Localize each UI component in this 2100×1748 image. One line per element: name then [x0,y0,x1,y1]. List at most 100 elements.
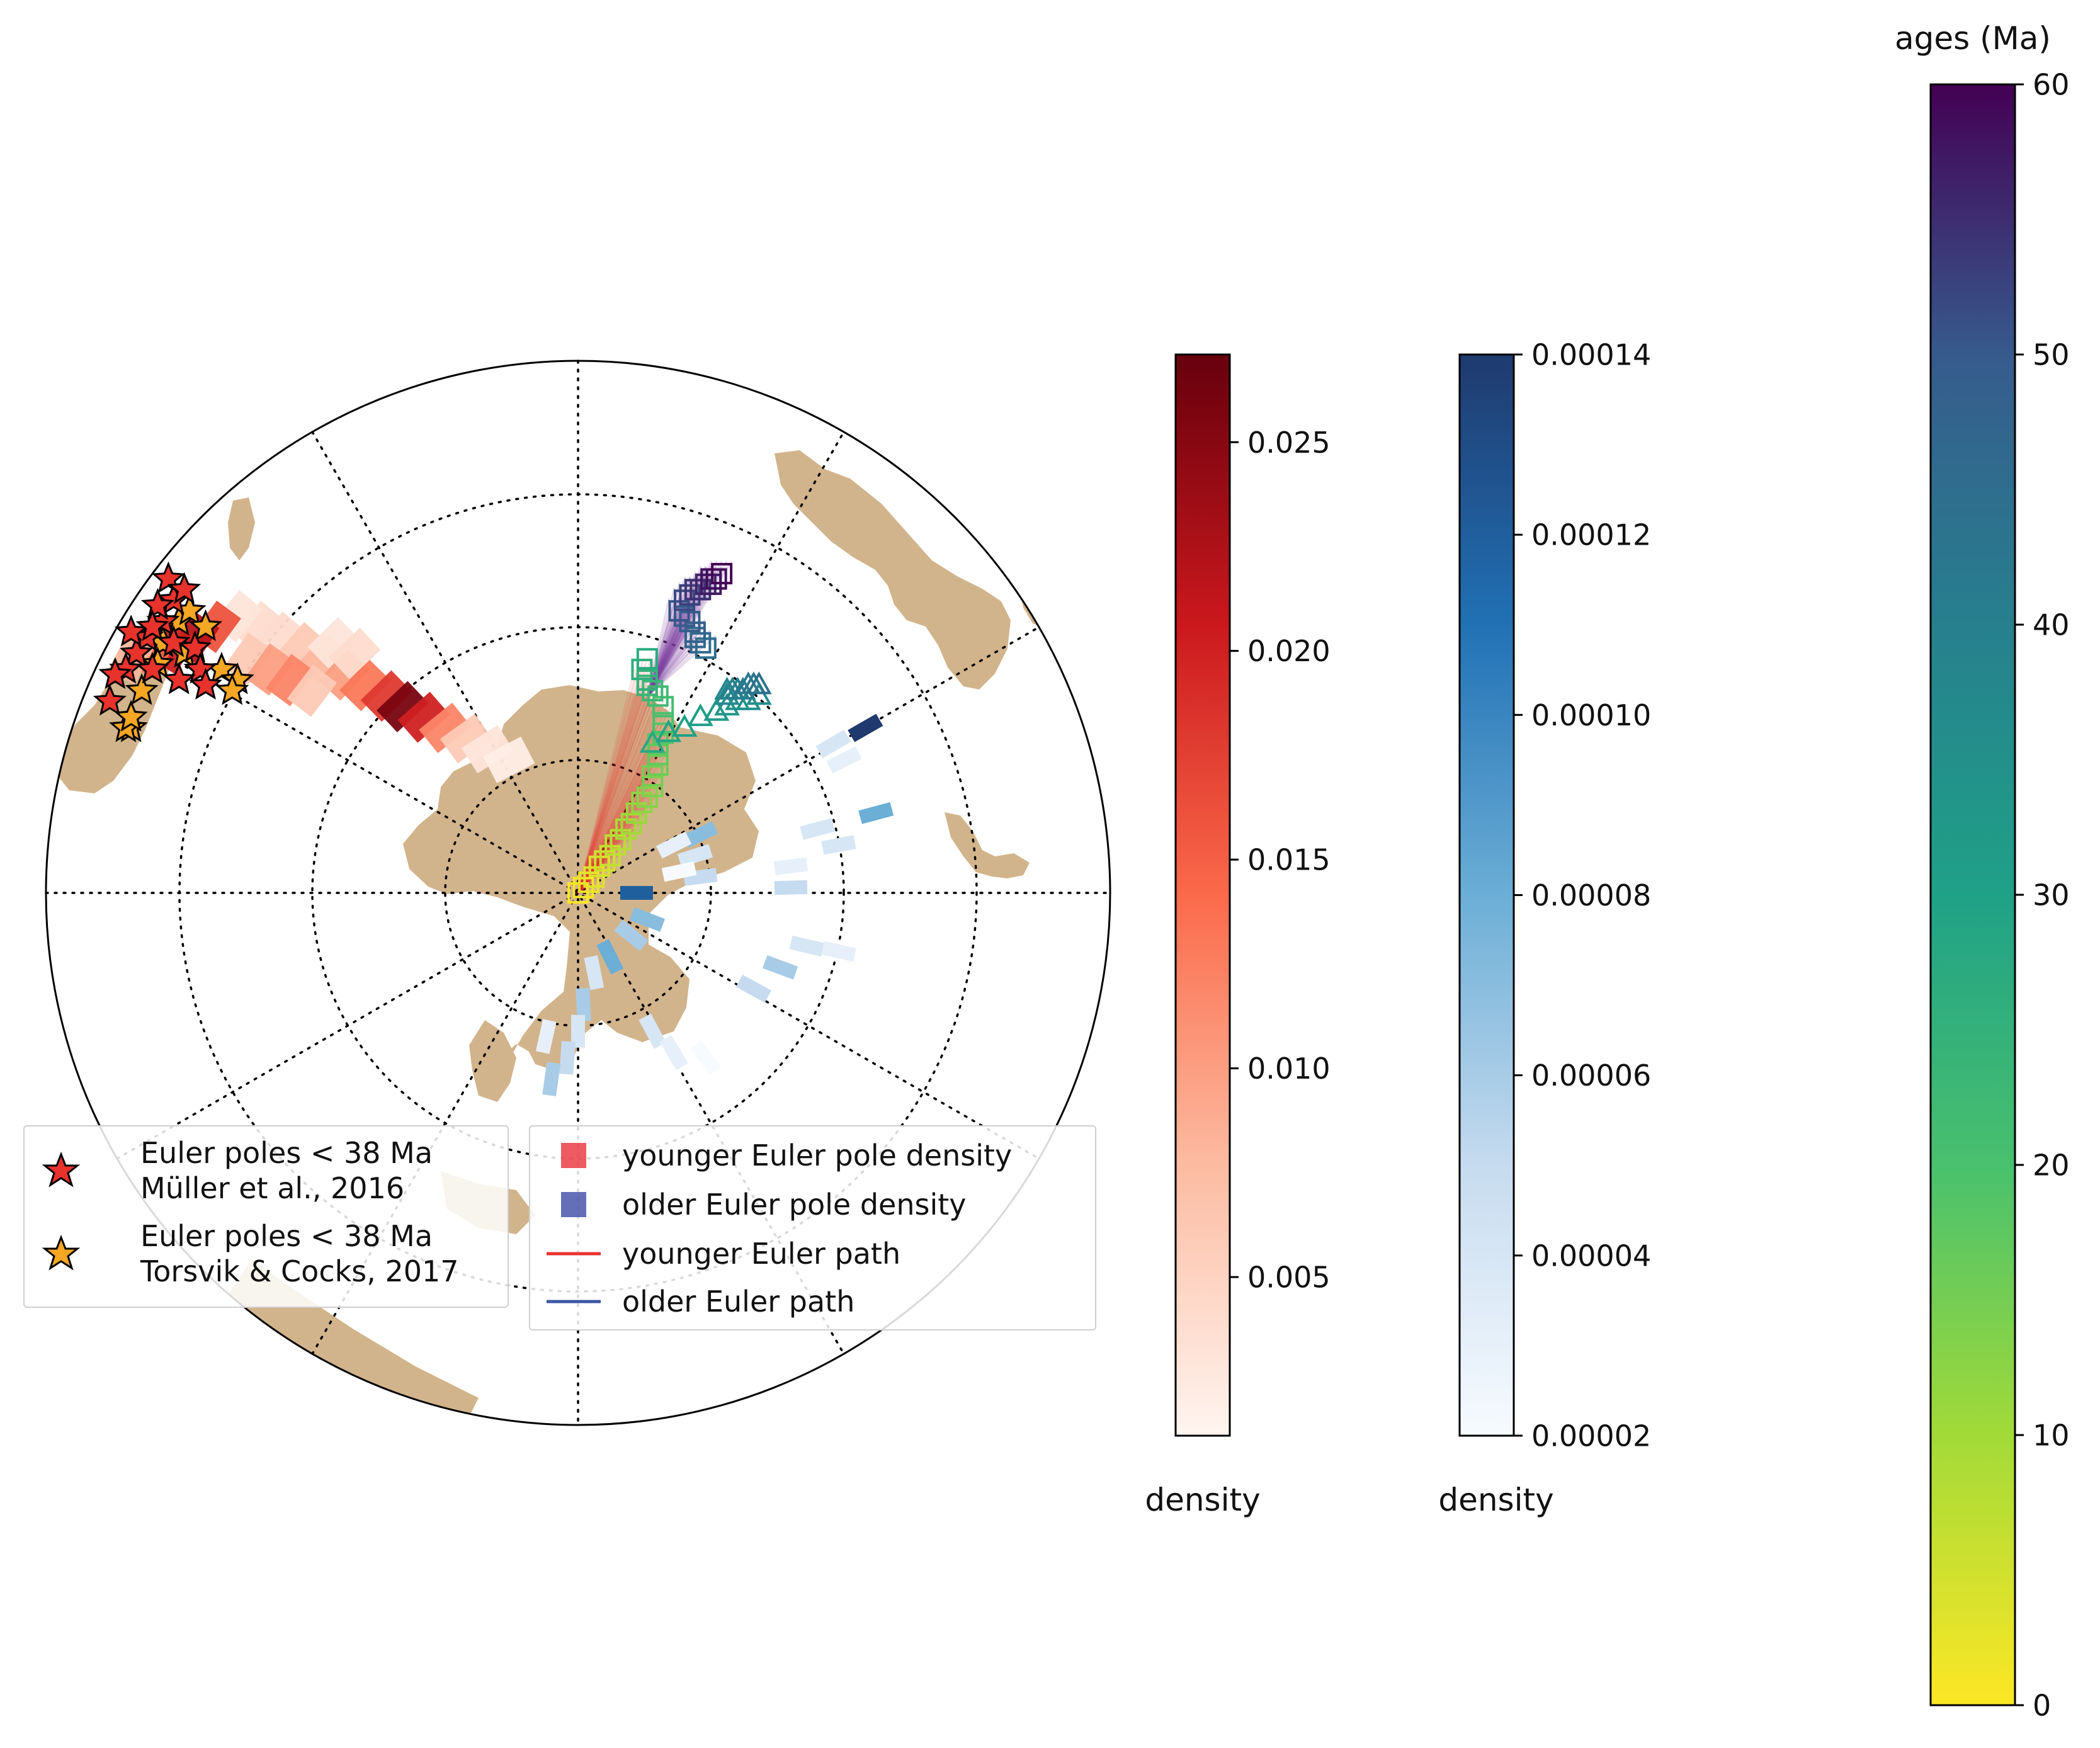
older-density-cell [815,729,851,759]
legend-muller-line2: Müller et al., 2016 [140,1171,405,1205]
colorbar-tick-label: 0.020 [1247,634,1331,668]
blue-line-icon [547,1300,601,1303]
colorbar-tick-label: 0.00010 [1531,698,1651,732]
younger-density-cell [482,736,535,783]
older-path-line [646,619,696,697]
older-density-cell [661,861,697,882]
older-path-line [646,619,686,697]
legend-entry-muller: Euler poles < 38 Ma Müller et al., 2016 [42,1135,433,1206]
colorbar-tick-label: 0.00006 [1531,1058,1651,1092]
legend-torsvik-line2: Torsvik & Cocks, 2017 [140,1254,459,1288]
land-australia [775,450,1011,690]
red-star-icon [42,1152,80,1188]
colorbar-ages: 0 10 20 30 40 50 60 [1929,68,2070,1723]
legend-entry-older-path: older Euler path [545,1284,854,1319]
legend-euler-poles: Euler poles < 38 Ma Müller et al., 2016 … [23,1125,509,1308]
older-density-cell [735,974,771,1003]
younger-density-layer [108,590,535,783]
older-path-line [646,624,686,697]
younger-density-cell [339,659,391,712]
muller-pole-star [93,683,127,716]
land-madagascar [228,497,255,560]
younger-path-line [577,695,663,894]
legend-younger-path-label: younger Euler path [622,1237,901,1271]
colorbar-reds: 0.005 0.010 0.015 0.020 0.025 [1174,353,1331,1437]
older-density-cell [576,987,591,1021]
older-path-marker [674,605,695,627]
younger-density-cell [440,713,493,764]
older-density-cell [773,857,809,875]
younger-density-cell [266,654,316,707]
older-density-cell [690,1040,722,1075]
muller-pole-star [135,652,169,684]
younger-path-line [577,658,652,894]
legend-entry-younger-path: younger Euler path [545,1236,900,1271]
older-density-cell [584,955,604,990]
colorbar-reds-label: density [1145,1482,1261,1518]
torsvik-pole-star [188,609,223,642]
muller-pole-star [178,630,212,662]
colorbar-ages-gradient [1929,83,2016,1706]
younger-path-line [577,812,645,894]
colorbar-reds-ticks: 0.005 0.010 0.015 0.020 0.025 [1230,426,1331,1295]
younger-density-cell [419,703,472,754]
legend-older-density-label: older Euler pole density [622,1188,967,1222]
orange-star-icon [42,1235,80,1271]
younger-density-cell [461,725,514,774]
older-path-line [646,624,691,697]
younger-path-line [577,658,641,894]
younger-path-line [577,865,597,894]
older-density-cell [677,844,713,868]
younger-density-cell [287,664,338,717]
colorbar-tick-label: 0.010 [1247,1052,1331,1086]
colorbar-tick-label: 0.00002 [1531,1419,1651,1453]
younger-path-marker [636,648,658,670]
older-density-cell [629,907,666,932]
blue-square-icon [561,1192,586,1217]
older-density-cell [683,820,718,848]
colorbar-ages-title: ages (Ma) [1895,20,2051,57]
legend-entry-older-density: older Euler pole density [545,1187,967,1222]
legend-entry-torsvik: Euler poles < 38 Ma Torsvik & Cocks, 201… [42,1218,459,1289]
legend-younger-density-label: younger Euler pole density [622,1138,1013,1172]
older-density-cell [614,919,649,951]
colorbar-blues-gradient [1458,353,1515,1437]
muller-pole-star [162,662,196,695]
colorbar-tick-label: 20 [2033,1149,2070,1183]
younger-path-line [577,812,630,894]
older-density-cell [656,831,692,859]
legend-torsvik-line1: Euler poles < 38 Ma [140,1219,433,1253]
map-boundary [45,360,1111,1426]
pole-paths-layer [567,560,772,904]
younger-density-cell [376,681,429,733]
older-path-marker [656,719,682,742]
euler-poles-layer [93,561,254,742]
younger-path-line [577,812,638,894]
younger-path-line [577,669,639,894]
younger-path-line [577,695,667,894]
colorbar-tick-label: 50 [2033,338,2070,372]
muller-pole-star [135,609,169,642]
younger-density-cell [360,670,412,722]
colorbar-blues-label: density [1438,1482,1554,1518]
older-path-marker [703,698,730,721]
muller-pole-star [98,657,132,690]
land-south-america [469,1020,516,1102]
younger-path-line [577,812,642,894]
older-density-cell [762,955,798,980]
younger-density-cell [397,691,450,743]
older-path-marker [705,568,727,590]
colorbar-blues: 0.00002 0.00004 0.00006 0.00008 0.00010 0.000… [1458,338,1651,1453]
muller-pole-star [140,587,175,620]
younger-path-line [577,876,595,894]
younger-path-line [577,706,661,894]
colorbar-ages-ticks: 0 10 20 30 40 50 60 [2015,68,2070,1723]
land-new-zealand [945,812,1030,878]
muller-pole-star [114,615,148,647]
torsvik-pole-star [125,673,159,705]
muller-pole-star [167,572,201,604]
colorbar-tick-label: 0.025 [1247,426,1331,460]
younger-path-line [577,658,645,894]
older-density-cell [559,1041,576,1075]
